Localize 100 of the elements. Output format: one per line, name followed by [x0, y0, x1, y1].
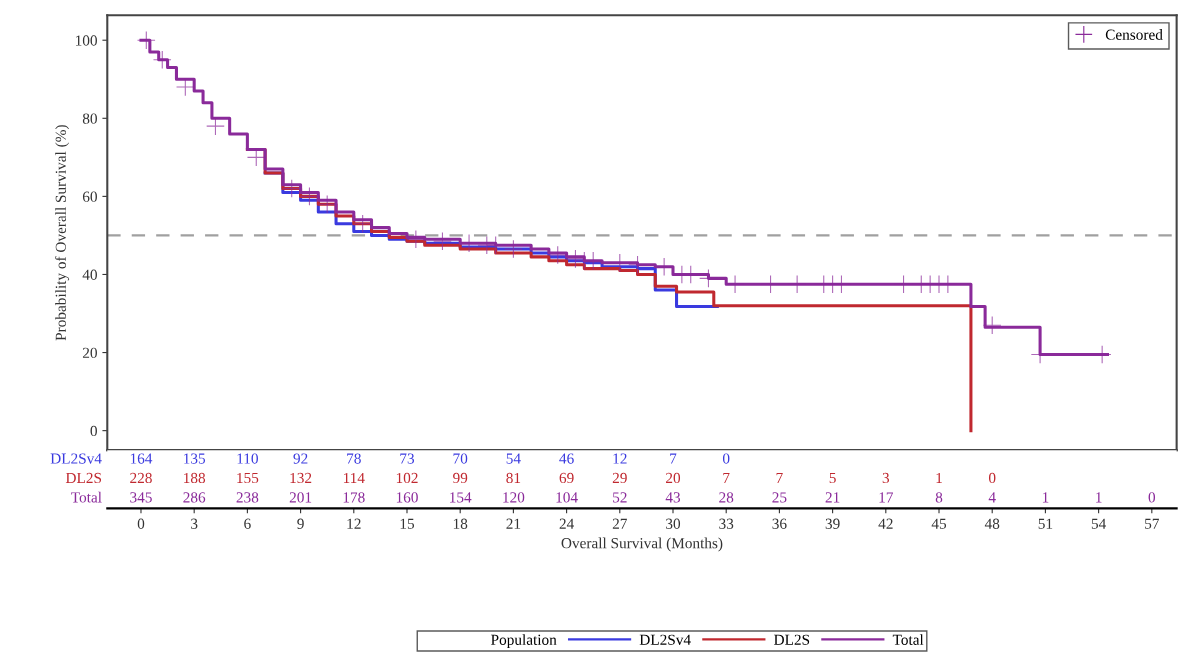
text: 25	[772, 492, 787, 503]
x-tick-label: 36	[772, 518, 787, 529]
text: 286	[183, 492, 206, 503]
text: 345	[130, 492, 152, 503]
y-tick-label: 20	[82, 347, 97, 358]
text: 52	[613, 492, 627, 503]
text: 178	[343, 492, 365, 503]
text: DL2S	[65, 472, 102, 484]
text: 0	[988, 472, 996, 484]
point	[246, 148, 266, 167]
text: 102	[396, 472, 418, 484]
point	[548, 245, 568, 265]
text: 46	[559, 453, 574, 464]
point	[982, 315, 1002, 335]
x-tick-label: 9	[297, 518, 304, 529]
text: 5	[829, 472, 836, 484]
point	[175, 77, 195, 97]
point	[406, 229, 426, 249]
text: 70	[453, 453, 468, 464]
x-tick-label: 30	[666, 518, 681, 529]
y-tick-label: 100	[75, 35, 97, 46]
point	[136, 30, 156, 50]
x-tick-label: 21	[506, 518, 521, 529]
text: 164	[130, 453, 153, 464]
text: 228	[130, 472, 152, 484]
text: 1	[936, 472, 942, 483]
text: 21	[825, 492, 840, 503]
x-tick-label: 54	[1091, 518, 1107, 529]
point	[152, 50, 172, 70]
text: 69	[559, 472, 574, 484]
point	[433, 231, 452, 251]
text: 104	[556, 492, 578, 503]
x-tick-label: 39	[825, 518, 840, 529]
x-tick-label: 42	[878, 518, 893, 529]
legend-label: Total	[892, 634, 924, 645]
point	[504, 239, 523, 259]
text: 120	[503, 492, 525, 503]
text: 43	[665, 492, 681, 503]
text: 154	[450, 492, 472, 503]
text: 73	[400, 453, 415, 464]
text: 1	[1096, 492, 1102, 503]
point	[353, 214, 372, 234]
text: 7	[776, 472, 783, 483]
text: 1	[1042, 492, 1049, 503]
point	[206, 116, 225, 136]
point	[282, 179, 302, 198]
x-tick-label: 6	[244, 518, 251, 529]
text: 17	[879, 492, 894, 503]
legend-label: Censored	[1105, 29, 1163, 40]
text: 12	[613, 453, 627, 464]
text: 110	[237, 453, 258, 464]
text: 135	[184, 453, 206, 464]
text: 3	[882, 472, 890, 484]
y-tick-label: 0	[90, 425, 97, 437]
text: 0	[722, 453, 730, 464]
x-tick-label: 18	[453, 518, 468, 529]
text: 99	[453, 472, 468, 484]
text: 92	[293, 453, 308, 464]
legend-label: DL2Sv4	[639, 634, 691, 645]
text: 132	[290, 472, 312, 484]
y-axis-title: Probability of Overall Survival (%)	[55, 125, 70, 341]
text: 160	[396, 492, 418, 503]
x-tick-label: 48	[984, 518, 1000, 529]
x-tick-label: 45	[931, 518, 947, 529]
text: 81	[506, 472, 521, 484]
y-tick-label: 80	[82, 113, 97, 124]
text: 4	[988, 492, 996, 503]
text: 7	[670, 453, 677, 464]
legend-title: Population	[491, 634, 557, 648]
text: 20	[666, 472, 681, 484]
text: 7	[723, 472, 730, 483]
point	[300, 187, 319, 206]
text: 238	[236, 492, 259, 503]
x-tick-label: 33	[719, 518, 734, 529]
x-tick-label: 24	[559, 518, 574, 529]
point	[566, 249, 585, 269]
text: 28	[719, 492, 734, 503]
x-tick-label: 57	[1145, 518, 1160, 529]
x-tick-label: 15	[400, 518, 415, 529]
x-tick-label: 51	[1038, 518, 1053, 529]
x-tick-label: 3	[191, 518, 198, 529]
text: Total	[71, 491, 102, 503]
x-tick-label: 27	[612, 518, 627, 529]
text: 114	[343, 472, 365, 483]
text: 29	[612, 472, 627, 484]
text: 78	[347, 453, 361, 464]
point	[317, 194, 337, 214]
y-tick-label: 60	[82, 191, 97, 202]
x-axis-title: Overall Survival (Months)	[561, 537, 723, 552]
text: 188	[184, 472, 206, 484]
y-tick-label: 40	[82, 269, 97, 280]
x-tick-label: 12	[347, 518, 361, 529]
text: DL2Sv4	[50, 453, 102, 464]
text: 8	[935, 492, 943, 503]
x-tick-label: 0	[137, 518, 145, 529]
text: 155	[237, 472, 259, 484]
legend-label: DL2S	[774, 634, 810, 645]
text: 201	[289, 492, 312, 503]
text: 0	[1148, 492, 1156, 503]
text: 54	[506, 453, 521, 464]
